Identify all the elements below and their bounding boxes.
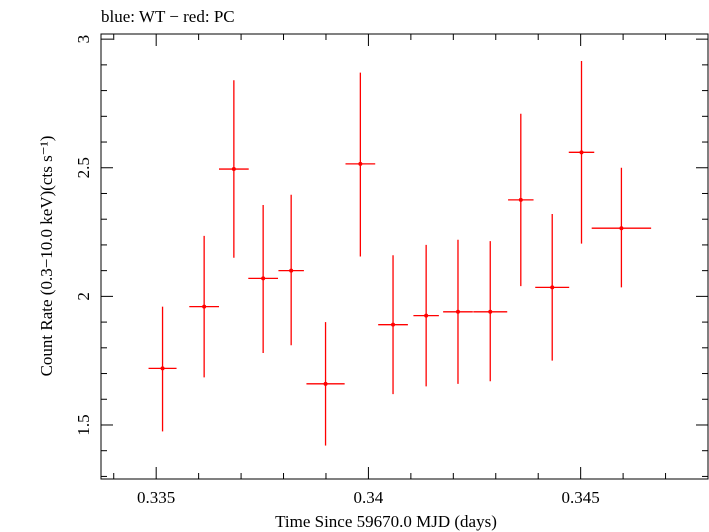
- point-marker: [391, 322, 396, 327]
- point-marker: [579, 150, 584, 155]
- data-point: [248, 205, 279, 353]
- point-marker: [261, 276, 266, 281]
- data-point: [591, 167, 652, 288]
- x-tick-label: 0.34: [354, 488, 384, 507]
- data-point: [535, 214, 570, 361]
- y-tick-label: 2: [74, 292, 93, 301]
- point-marker: [619, 226, 624, 231]
- data-points: [148, 61, 652, 446]
- data-point: [345, 72, 376, 257]
- data-point: [306, 322, 345, 446]
- x-tick-label: 0.345: [562, 488, 600, 507]
- y-tick-label: 2.5: [74, 157, 93, 178]
- point-marker: [323, 381, 328, 386]
- data-point: [473, 241, 508, 382]
- data-point: [413, 244, 439, 387]
- point-marker: [231, 167, 236, 172]
- point-marker: [358, 161, 363, 166]
- data-point: [378, 255, 408, 395]
- data-point: [219, 80, 249, 258]
- point-marker: [455, 309, 460, 314]
- axis-ticks: 0.335 0.34 0.345 1.5 2 2.5 3: [74, 34, 708, 507]
- x-tick-label: 0.335: [137, 488, 175, 507]
- data-point: [148, 306, 177, 432]
- plot-frame: [100, 33, 709, 480]
- point-marker: [202, 304, 207, 309]
- point-marker: [550, 285, 555, 290]
- point-marker: [160, 366, 165, 371]
- data-point: [508, 113, 534, 287]
- data-point: [189, 235, 220, 378]
- x-axis-label: Time Since 59670.0 MJD (days): [275, 512, 497, 531]
- point-marker: [424, 313, 429, 318]
- point-marker: [488, 309, 493, 314]
- chart-title: blue: WT − red: PC: [101, 7, 235, 26]
- data-point: [443, 239, 473, 384]
- point-marker: [289, 268, 294, 273]
- y-tick-label: 3: [74, 35, 93, 44]
- data-point: [278, 194, 304, 346]
- data-point: [568, 61, 595, 244]
- point-marker: [518, 197, 523, 202]
- y-tick-label: 1.5: [74, 414, 93, 435]
- y-axis-label: Count Rate (0.3−10.0 keV)(cts s⁻¹): [37, 136, 56, 377]
